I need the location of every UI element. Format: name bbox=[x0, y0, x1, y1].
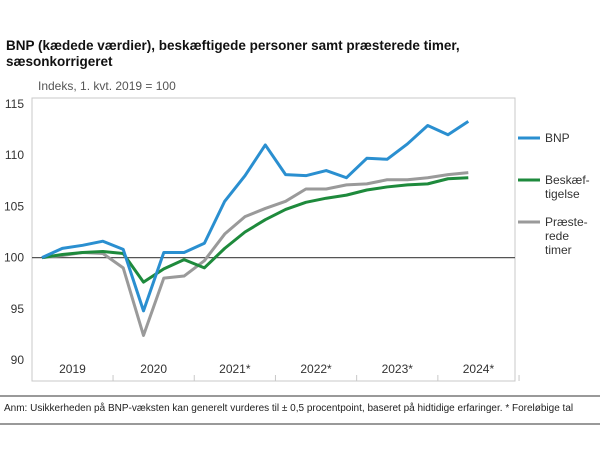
x-tick-label: 2022* bbox=[300, 362, 332, 376]
y-tick-label: 105 bbox=[4, 199, 24, 213]
y-tick-label: 115 bbox=[5, 97, 24, 111]
note: Anm: Usikkerheden på BNP-væksten kan gen… bbox=[4, 402, 573, 414]
chart-subtitle: Indeks, 1. kvt. 2019 = 100 bbox=[38, 79, 176, 93]
series-line bbox=[41, 176, 469, 284]
y-tick-label: 100 bbox=[4, 251, 24, 265]
y-tick-label: 90 bbox=[11, 353, 25, 367]
legend-label: BNP bbox=[545, 131, 570, 145]
series-line bbox=[41, 120, 470, 313]
y-tick-label: 95 bbox=[11, 302, 25, 316]
y-tick-label: 110 bbox=[5, 148, 24, 162]
x-tick-label: 2021* bbox=[219, 362, 251, 376]
x-tick-label: 2020 bbox=[140, 362, 167, 376]
plot-frame bbox=[31, 97, 516, 382]
series-line bbox=[41, 171, 469, 337]
x-tick-label: 2024* bbox=[463, 362, 495, 376]
x-tick-label: 2023* bbox=[382, 362, 414, 376]
x-tick-label: 2019 bbox=[59, 362, 86, 376]
legend-label: Præste-rede timer bbox=[545, 215, 588, 257]
legend-label: Beskæf-tigelse bbox=[545, 173, 590, 201]
chart-title: BNP (kædede værdier), beskæftigede perso… bbox=[6, 38, 460, 69]
